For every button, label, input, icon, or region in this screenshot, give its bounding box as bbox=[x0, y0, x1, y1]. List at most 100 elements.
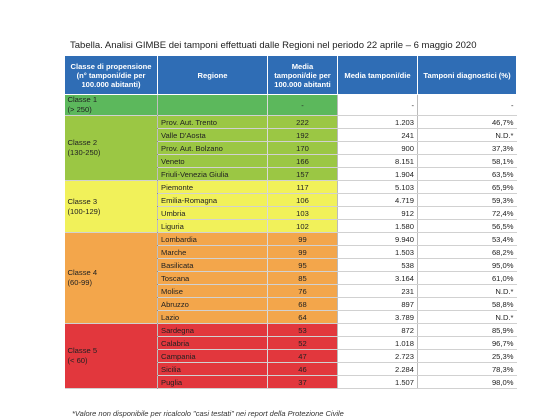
media-100k-cell: 103 bbox=[267, 206, 338, 220]
regione-cell: Toscana bbox=[157, 271, 268, 285]
media-100k-cell: 166 bbox=[267, 154, 338, 168]
tamponi-table: Classe di propensione (n° tamponi/die pe… bbox=[64, 55, 517, 389]
media-100k-cell: 85 bbox=[267, 271, 338, 285]
table-row: Classe 5 (< 60) Sardegna 53 872 85,9% bbox=[64, 323, 517, 389]
regione-cell: Prov. Aut. Bolzano bbox=[157, 141, 268, 155]
media-die-cell: 538 bbox=[337, 258, 418, 272]
diagnostici-cell: 58,8% bbox=[417, 297, 517, 311]
diagnostici-cell: 46,7% bbox=[417, 115, 517, 129]
regione-cell: Puglia bbox=[157, 375, 268, 389]
regione-cell: Friuli-Venezia Giulia bbox=[157, 167, 268, 181]
regione-cell: Sardegna bbox=[157, 323, 268, 337]
diagnostici-cell: 56,5% bbox=[417, 219, 517, 233]
diagnostici-cell: 25,3% bbox=[417, 349, 517, 363]
regione-cell: Valle D'Aosta bbox=[157, 128, 268, 142]
classe-range: (> 250) bbox=[67, 105, 92, 114]
header-classe: Classe di propensione (n° tamponi/die pe… bbox=[64, 55, 158, 95]
media-die-cell: 8.151 bbox=[337, 154, 418, 168]
regione-cell: Marche bbox=[157, 245, 268, 259]
table-row: Classe 3 (100-129) Piemonte 117 5.103 65,9% bbox=[64, 180, 517, 233]
media-100k-cell: 157 bbox=[267, 167, 338, 181]
regione-cell: Liguria bbox=[157, 219, 268, 233]
regione-cell: Umbria bbox=[157, 206, 268, 220]
classe-cell: Classe 1 (> 250) bbox=[64, 94, 158, 116]
media-die-cell: 9.940 bbox=[337, 232, 418, 246]
media-100k-cell: 46 bbox=[267, 362, 338, 376]
media-100k-cell: 64 bbox=[267, 310, 338, 324]
regione-cell: Sicilia bbox=[157, 362, 268, 376]
table-row: Classe 1 (> 250) - - - bbox=[64, 94, 517, 116]
table-row: Marche 99 1.503 68,2% bbox=[65, 245, 517, 259]
media-100k-cell: 76 bbox=[267, 284, 338, 298]
classe-range: (60-99) bbox=[67, 278, 92, 287]
media-die-cell: 231 bbox=[337, 284, 418, 298]
table-row: Umbria 103 912 72,4% bbox=[65, 206, 517, 220]
media-100k-cell: 106 bbox=[267, 193, 338, 207]
diagnostici-cell: 78,3% bbox=[417, 362, 517, 376]
table-row: Friuli-Venezia Giulia 157 1.904 63,5% bbox=[65, 167, 517, 181]
classe-name: Classe 3 bbox=[67, 196, 98, 206]
table-row: Liguria 102 1.580 56,5% bbox=[65, 219, 517, 233]
media-die-cell: 1.580 bbox=[337, 219, 418, 233]
regione-cell: Piemonte bbox=[157, 180, 268, 194]
classe-cell: Classe 3 (100-129) bbox=[64, 180, 158, 233]
regione-cell: Abruzzo bbox=[157, 297, 268, 311]
media-die-cell: 5.103 bbox=[337, 180, 418, 194]
media-die-cell: - bbox=[337, 94, 418, 116]
table-title: Tabella. Analisi GIMBE dei tamponi effet… bbox=[70, 40, 477, 51]
media-100k-cell: 192 bbox=[267, 128, 338, 142]
table-row: Abruzzo 68 897 58,8% bbox=[65, 297, 517, 311]
diagnostici-cell: N.D.* bbox=[417, 310, 517, 324]
media-100k-cell: 222 bbox=[267, 115, 338, 129]
media-die-cell: 1.904 bbox=[337, 167, 418, 181]
header-diagnostici: Tamponi diagnostici (%) bbox=[417, 55, 517, 95]
table-row: Basilicata 95 538 95,0% bbox=[65, 258, 517, 272]
table-row: Emilia-Romagna 106 4.719 59,3% bbox=[65, 193, 517, 207]
classe-name: Classe 1 bbox=[67, 95, 98, 104]
table-row: Valle D'Aosta 192 241 N.D.* bbox=[65, 128, 517, 142]
media-die-cell: 2.723 bbox=[337, 349, 418, 363]
diagnostici-cell: N.D.* bbox=[417, 128, 517, 142]
media-die-cell: 4.719 bbox=[337, 193, 418, 207]
table-row: Toscana 85 3.164 61,0% bbox=[65, 271, 517, 285]
table-row: Classe 4 (60-99) Lombardia 99 9.940 53,4% bbox=[64, 232, 517, 324]
media-die-cell: 1.507 bbox=[337, 375, 418, 389]
media-die-cell: 900 bbox=[337, 141, 418, 155]
table-row: Puglia 37 1.507 98,0% bbox=[65, 375, 517, 389]
media-100k-cell: 68 bbox=[267, 297, 338, 311]
diagnostici-cell: 95,0% bbox=[417, 258, 517, 272]
diagnostici-cell: 37,3% bbox=[417, 141, 517, 155]
classe-range: (130-250) bbox=[67, 148, 101, 157]
media-die-cell: 3.164 bbox=[337, 271, 418, 285]
media-100k-cell: 102 bbox=[267, 219, 338, 233]
regione-cell: Campania bbox=[157, 349, 268, 363]
media-die-cell: 241 bbox=[337, 128, 418, 142]
media-100k-cell: - bbox=[267, 94, 338, 116]
table-body: Classe 1 (> 250) - - - Classe 2 (130-250) Prov.… bbox=[64, 94, 517, 389]
table-row: Campania 47 2.723 25,3% bbox=[65, 349, 517, 363]
regione-cell: Lazio bbox=[157, 310, 268, 324]
media-100k-cell: 95 bbox=[267, 258, 338, 272]
diagnostici-cell: 59,3% bbox=[417, 193, 517, 207]
media-100k-cell: 170 bbox=[267, 141, 338, 155]
regione-cell: Basilicata bbox=[157, 258, 268, 272]
table-row: Lazio 64 3.789 N.D.* bbox=[65, 310, 517, 324]
media-100k-cell: 99 bbox=[267, 232, 338, 246]
classe-cell: Classe 2 (130-250) bbox=[64, 115, 158, 181]
regione-cell: Lombardia bbox=[157, 232, 268, 246]
regione-cell: Molise bbox=[157, 284, 268, 298]
classe-name: Classe 5 bbox=[67, 346, 98, 355]
table-row: Veneto 166 8.151 58,1% bbox=[65, 154, 517, 168]
media-die-cell: 1.503 bbox=[337, 245, 418, 259]
table-row: Molise 76 231 N.D.* bbox=[65, 284, 517, 298]
table-row: Calabria 52 1.018 96,7% bbox=[65, 336, 517, 350]
media-die-cell: 1.203 bbox=[337, 115, 418, 129]
media-100k-cell: 117 bbox=[267, 180, 338, 194]
regione-cell: Calabria bbox=[157, 336, 268, 350]
classe-cell: Classe 5 (< 60) bbox=[64, 323, 158, 389]
header-regione: Regione bbox=[157, 55, 268, 95]
diagnostici-cell: 58,1% bbox=[417, 154, 517, 168]
media-die-cell: 3.789 bbox=[337, 310, 418, 324]
media-die-cell: 1.018 bbox=[337, 336, 418, 350]
diagnostici-cell: 53,4% bbox=[417, 232, 517, 246]
